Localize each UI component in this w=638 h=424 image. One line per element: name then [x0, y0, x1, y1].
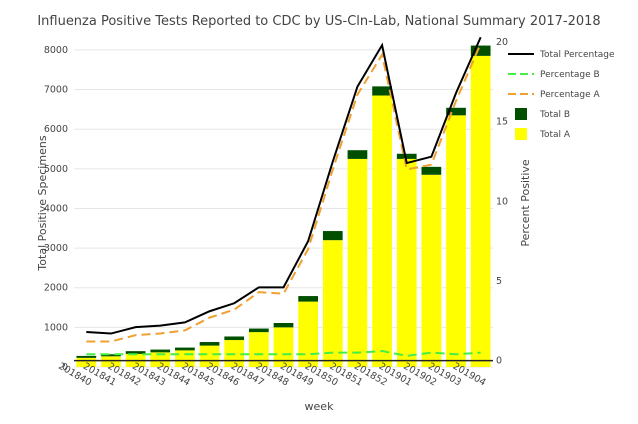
line-percentage-b	[86, 350, 481, 357]
bar-total-a	[150, 352, 171, 367]
chart-title: Influenza Positive Tests Reported to CDC…	[37, 14, 600, 29]
y-tick-label: 7000	[44, 85, 68, 96]
bar-total-a	[372, 95, 392, 367]
y2-tick-label: 20	[496, 37, 508, 48]
bar-total-b	[248, 328, 269, 333]
y2-tick-label: 10	[496, 196, 508, 207]
y2-axis-ticks: 0 5 10 15 20	[496, 37, 508, 367]
bar-total-a	[322, 240, 343, 367]
legend-label-total-b: Total B	[539, 110, 570, 120]
legend-label-percentage-a: Percentage A	[540, 90, 600, 100]
bar-total-b	[76, 355, 97, 358]
bar-total-a	[298, 301, 319, 367]
bar-total-b	[470, 45, 491, 56]
bar-total-a	[248, 332, 269, 367]
bar-total-b	[347, 150, 368, 159]
bar-total-b	[199, 342, 220, 346]
bar-total-b	[273, 323, 294, 328]
bar-total-a	[470, 55, 491, 368]
legend-swatch-total-b	[515, 108, 527, 120]
bar-total-a	[273, 327, 294, 367]
y-axis-ticks: 0 1000 2000 3000 4000 5000 6000 7000 8000	[44, 45, 68, 373]
bar-total-b	[446, 107, 466, 116]
legend-label-percentage-b: Percentage B	[540, 70, 600, 80]
legend-label-total-percentage: Total Percentage	[539, 50, 615, 60]
series-lines	[74, 36, 493, 362]
bar-total-b	[224, 336, 245, 341]
legend-label-total-a: Total A	[539, 130, 571, 140]
y2-axis-title: Percent Positive	[519, 159, 532, 247]
bar-total-a	[421, 174, 442, 367]
bar-total-a	[76, 357, 97, 367]
bars	[76, 45, 491, 368]
y-tick-label: 5000	[44, 164, 68, 175]
y-tick-label: 0	[62, 362, 68, 373]
bar-total-a	[199, 345, 220, 367]
bar-total-b	[421, 166, 442, 175]
y2-tick-label: 5	[496, 276, 502, 287]
y-tick-label: 6000	[44, 124, 68, 135]
bar-total-a	[101, 356, 121, 367]
y-tick-label: 1000	[44, 322, 68, 333]
y2-tick-label: 15	[496, 117, 508, 128]
bar-total-b	[175, 347, 195, 351]
bar-total-a	[446, 115, 466, 367]
bar-total-b	[372, 86, 392, 96]
bar-total-b	[298, 296, 319, 302]
y-tick-label: 8000	[44, 45, 68, 56]
bar-total-b	[125, 351, 146, 354]
bar-total-b	[101, 354, 121, 357]
y2-tick-label: 0	[496, 356, 502, 367]
line-total-percentage	[86, 36, 482, 335]
y-tick-label: 3000	[44, 243, 68, 254]
legend-swatch-total-a	[515, 128, 527, 140]
bar-total-a	[347, 158, 368, 367]
y-axis-title: Total Positive Specimens	[36, 135, 49, 271]
line-percentage-a	[86, 43, 482, 343]
x-axis-title: week	[305, 400, 335, 413]
bar-total-b	[396, 153, 417, 159]
bar-total-b	[150, 349, 171, 353]
y-tick-label: 2000	[44, 283, 68, 294]
legend: Total Percentage Percentage B Percentage A…	[508, 50, 615, 140]
bar-total-b	[322, 231, 343, 241]
y-tick-label: 4000	[44, 203, 68, 214]
bar-total-a	[396, 158, 417, 367]
